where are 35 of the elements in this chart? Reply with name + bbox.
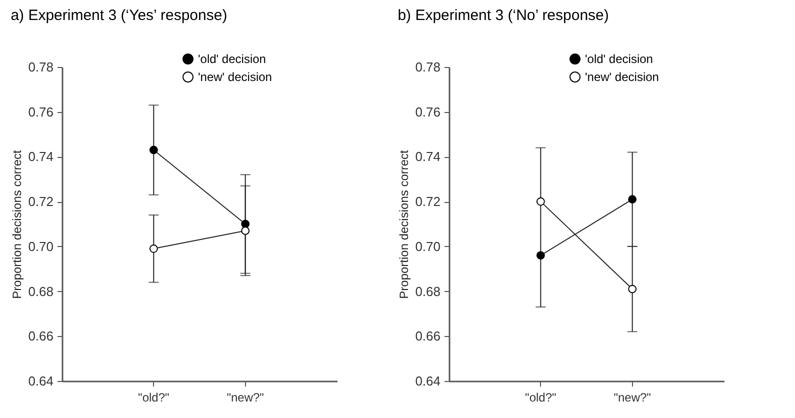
y-tick-label: 0.78 — [415, 60, 440, 74]
y-tick-label: 0.72 — [28, 194, 54, 210]
chart-title: b) Experiment 3 (‘No’ response) — [398, 7, 609, 24]
y-tick-label: 0.72 — [415, 194, 440, 210]
y-axis-title: Proportion decisions correct — [10, 149, 24, 299]
y-tick-label: 0.66 — [28, 328, 54, 344]
y-tick-label: 0.68 — [415, 284, 440, 299]
point — [536, 197, 545, 206]
point — [149, 146, 158, 154]
y-tick-label: 0.70 — [415, 238, 440, 254]
legend-label: 'new' decision — [198, 70, 272, 84]
point — [628, 284, 637, 294]
y-tick-label: 0.66 — [415, 328, 440, 344]
legend-label: 'new' decision — [585, 70, 659, 84]
point — [241, 226, 250, 235]
y-tick-label: 0.74 — [415, 149, 440, 164]
y-tick-label: 0.78 — [28, 60, 54, 74]
x-tick-label: "old?" — [525, 390, 556, 404]
chart-title: a) Experiment 3 (‘Yes’ response) — [10, 7, 228, 24]
x-tick-label: "new?" — [226, 390, 264, 404]
y-tick-label: 0.64 — [415, 374, 440, 388]
y-tick-label: 0.76 — [415, 104, 440, 120]
x-tick-label: "old?" — [138, 390, 170, 404]
legend-label: 'old' decision — [585, 52, 653, 66]
point — [628, 195, 637, 204]
y-tick-label: 0.68 — [28, 284, 54, 299]
y-tick-label: 0.64 — [28, 374, 54, 388]
legend-label: 'old' decision — [198, 52, 266, 66]
y-axis-title: Proportion decisions correct — [397, 149, 412, 299]
y-tick-label: 0.70 — [28, 238, 54, 254]
point — [149, 244, 158, 253]
y-tick-label: 0.74 — [28, 149, 54, 164]
y-tick-label: 0.76 — [28, 104, 54, 120]
point — [536, 251, 545, 260]
x-tick-label: "new?" — [614, 390, 651, 404]
